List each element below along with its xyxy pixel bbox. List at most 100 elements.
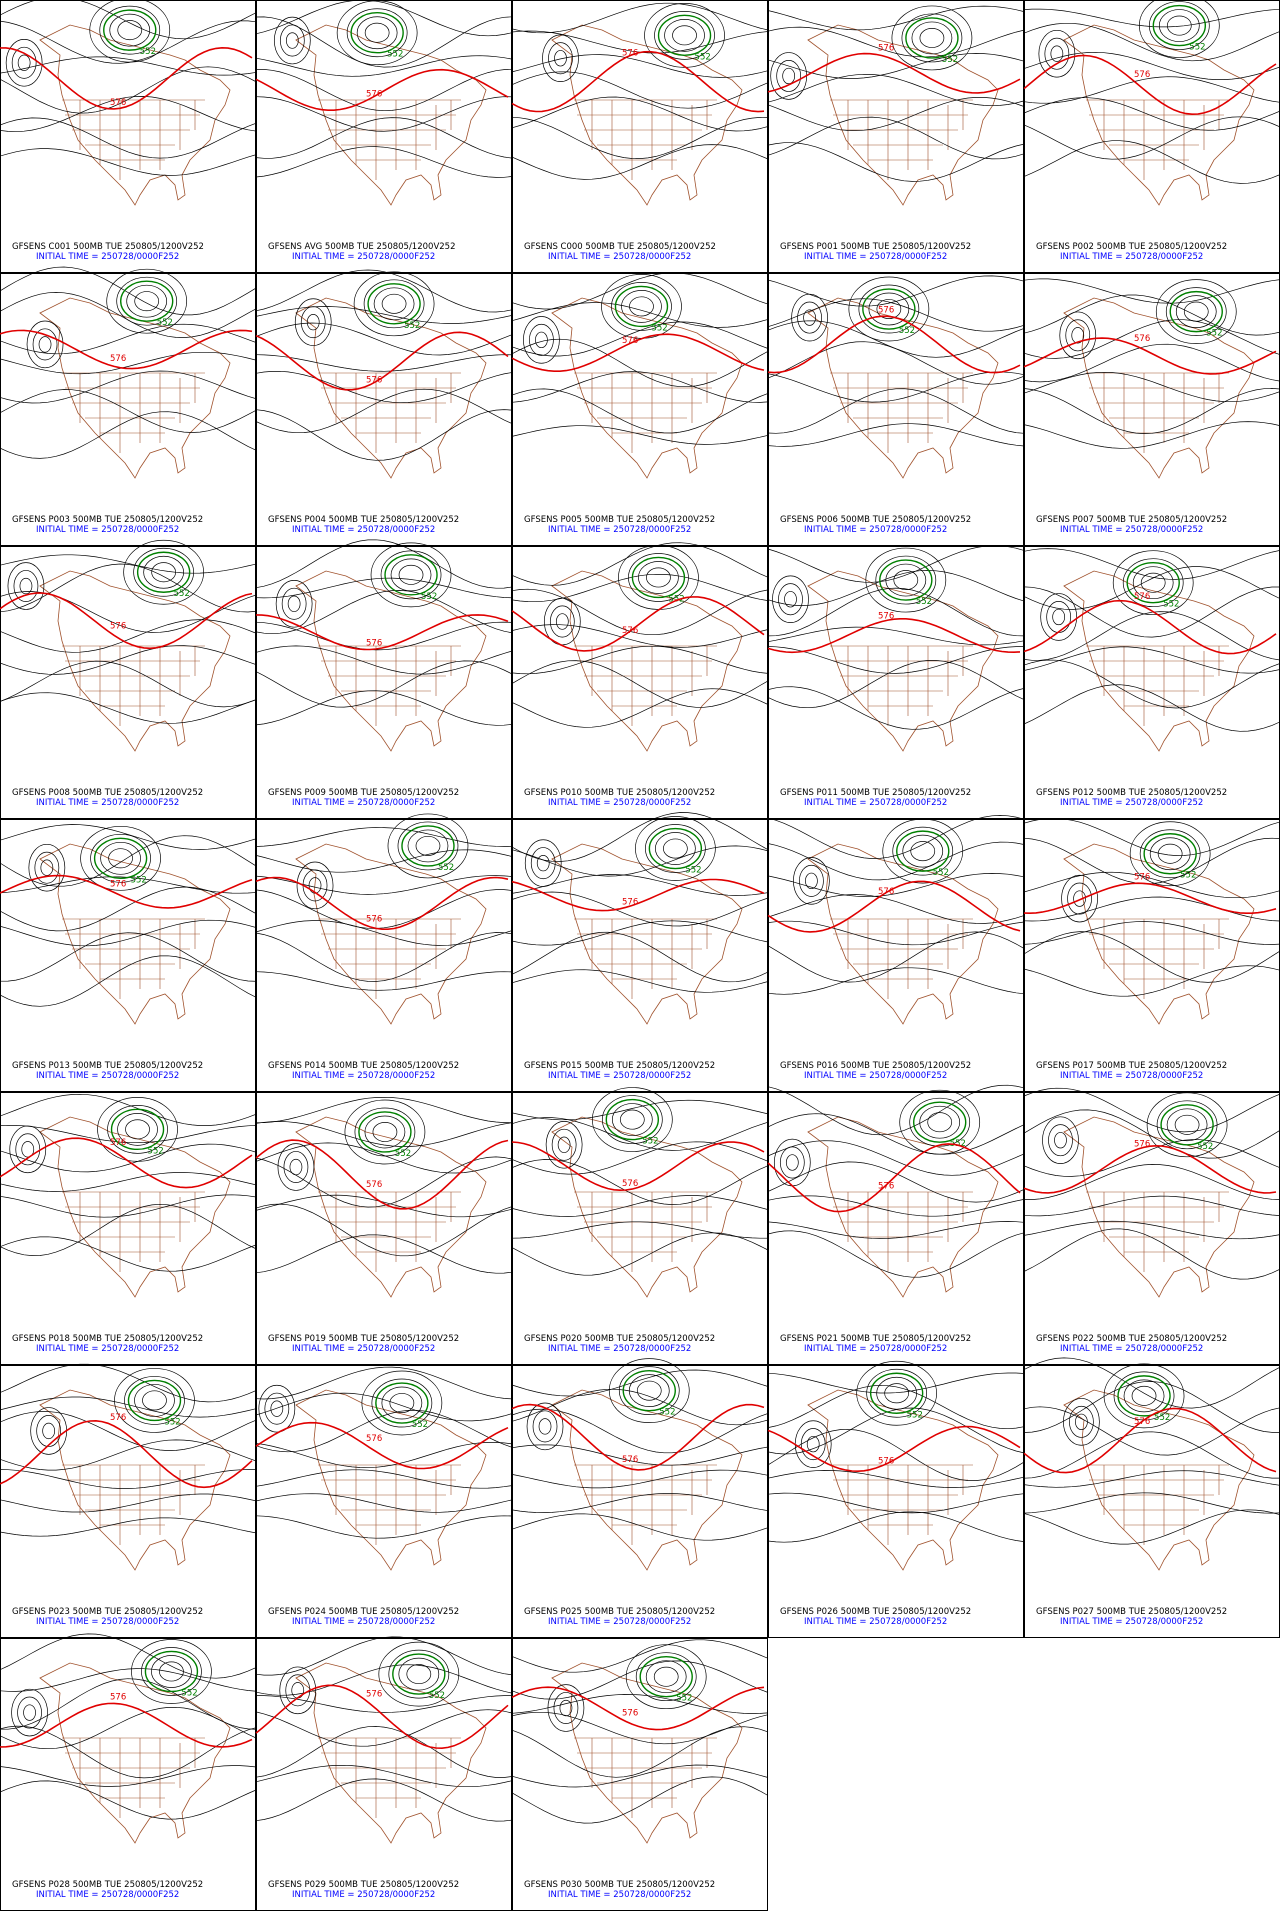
low-contour xyxy=(1042,1116,1079,1164)
panel-init-time: INITIAL TIME = 250728/0000F252 xyxy=(548,525,691,535)
height-contour xyxy=(767,1470,1025,1488)
height-contour xyxy=(0,266,257,316)
height-contour xyxy=(767,1113,1025,1155)
height-contour xyxy=(255,370,513,404)
panel-init-time: INITIAL TIME = 250728/0000F252 xyxy=(804,1617,947,1627)
contour-576 xyxy=(767,1425,1021,1473)
low-contour xyxy=(373,287,415,321)
contour-label: 576 xyxy=(878,887,894,897)
low-contour xyxy=(134,1384,175,1417)
height-contour xyxy=(1023,965,1280,997)
height-contour xyxy=(1023,421,1280,449)
map-panel: 552 576 GFSENS P016 500MB TUE 250805/1200V… xyxy=(767,815,1025,1092)
panel-border xyxy=(768,1092,1024,1365)
contour-576 xyxy=(511,878,765,912)
height-contour xyxy=(511,1764,769,1788)
low-contour xyxy=(1050,45,1064,62)
height-contour xyxy=(511,425,769,445)
height-contour xyxy=(1023,1492,1280,1514)
height-contour xyxy=(767,1428,1025,1481)
panel-init-time: INITIAL TIME = 250728/0000F252 xyxy=(1060,798,1203,808)
state-borders xyxy=(574,372,717,453)
contour-label: 576 xyxy=(1134,1140,1150,1150)
height-contour xyxy=(1023,586,1280,638)
state-borders xyxy=(62,99,205,180)
contour-552 xyxy=(136,551,191,593)
height-contour xyxy=(255,1709,513,1747)
low-contour xyxy=(868,292,910,326)
state-borders xyxy=(62,372,205,453)
height-contour xyxy=(511,688,769,728)
height-contour xyxy=(1023,1357,1280,1409)
low-contour xyxy=(117,1113,158,1146)
panel-title: GFSENS P010 500MB TUE 250805/1200V252 xyxy=(524,788,715,798)
height-contour xyxy=(511,1232,769,1276)
low-contour xyxy=(11,1688,48,1737)
height-contour xyxy=(767,423,1025,447)
low-contour xyxy=(381,293,407,314)
height-contour xyxy=(511,371,769,403)
height-contour xyxy=(1023,871,1280,899)
height-contour xyxy=(511,1776,769,1824)
contour-552 xyxy=(127,1379,182,1422)
height-contour xyxy=(1023,684,1280,732)
low-contour xyxy=(1138,0,1220,58)
panel-init-time: INITIAL TIME = 250728/0000F252 xyxy=(548,1071,691,1081)
state-borders xyxy=(574,99,717,180)
low-contour xyxy=(601,1095,663,1144)
contour-label: 552 xyxy=(1163,600,1179,610)
low-contour xyxy=(645,1660,687,1694)
map-panel: 552 576 GFSENS P006 500MB TUE 250805/1200V… xyxy=(767,273,1025,546)
low-contour xyxy=(1067,882,1092,915)
height-contour xyxy=(1023,1220,1280,1240)
height-contour xyxy=(511,1141,769,1175)
contour-label: 552 xyxy=(181,1688,197,1698)
height-contour xyxy=(0,660,257,708)
low-contour xyxy=(548,42,573,75)
panel-border xyxy=(512,0,768,273)
contour-label: 552 xyxy=(916,597,932,607)
panel-title: GFSENS P023 500MB TUE 250805/1200V252 xyxy=(12,1607,203,1617)
state-borders xyxy=(318,918,461,999)
height-contour xyxy=(255,1142,513,1174)
low-contour xyxy=(270,1400,284,1417)
panel-title: GFSENS P013 500MB TUE 250805/1200V252 xyxy=(12,1061,203,1071)
panel-border xyxy=(256,0,512,273)
height-contour xyxy=(0,1396,257,1418)
low-contour xyxy=(891,5,973,71)
state-borders xyxy=(318,1737,461,1818)
contour-552 xyxy=(605,1098,660,1141)
low-contour xyxy=(1103,1363,1185,1429)
height-contour xyxy=(255,117,513,159)
contour-label: 576 xyxy=(366,90,382,100)
panel-border xyxy=(256,546,512,819)
height-contour xyxy=(1023,1139,1280,1177)
coastline xyxy=(1063,1389,1255,1571)
contour-label: 552 xyxy=(907,1410,923,1420)
contour-label: 552 xyxy=(899,326,915,336)
height-contour xyxy=(511,931,769,983)
panel-title: GFSENS P012 500MB TUE 250805/1200V252 xyxy=(1036,788,1227,798)
low-contour xyxy=(635,1652,697,1702)
low-contour xyxy=(114,1368,195,1433)
height-contour xyxy=(1023,22,1280,62)
low-contour xyxy=(398,1657,440,1691)
low-contour xyxy=(909,1097,971,1147)
height-contour xyxy=(1023,371,1280,403)
low-contour xyxy=(387,813,469,879)
low-contour xyxy=(672,25,697,46)
height-contour xyxy=(1023,278,1280,304)
panel-title: GFSENS P018 500MB TUE 250805/1200V252 xyxy=(12,1334,203,1344)
low-contour xyxy=(559,1699,573,1717)
height-contour xyxy=(0,117,257,159)
contour-576 xyxy=(0,1137,253,1189)
panel-title: GFSENS C001 500MB TUE 250805/1200V252 xyxy=(12,242,204,252)
contour-552 xyxy=(913,1101,967,1143)
coastline xyxy=(807,1116,999,1298)
height-contour xyxy=(0,1124,257,1144)
height-contour xyxy=(255,539,513,589)
low-contour xyxy=(151,562,176,583)
contour-552 xyxy=(862,288,916,330)
panel-title: GFSENS P016 500MB TUE 250805/1200V252 xyxy=(780,1061,971,1071)
height-contour xyxy=(1023,1431,1280,1479)
